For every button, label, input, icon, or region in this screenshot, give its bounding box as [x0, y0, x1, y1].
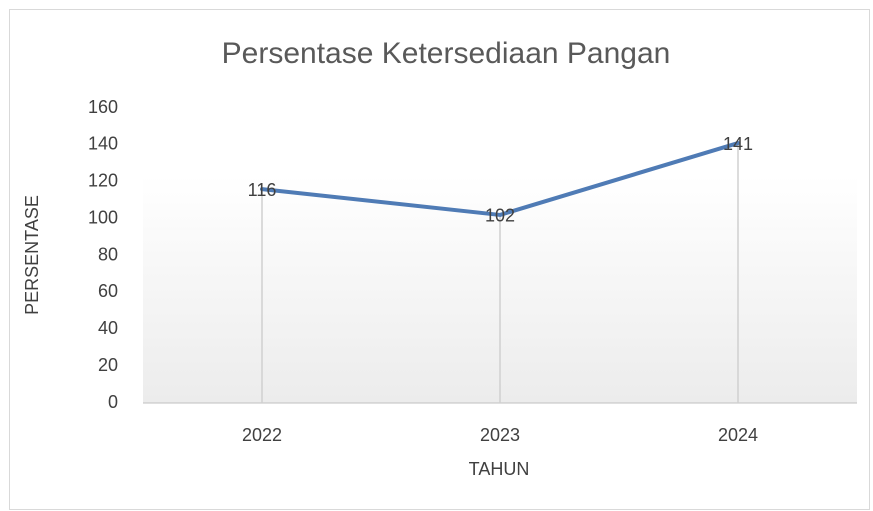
- y-tick-label: 60: [98, 281, 118, 301]
- y-tick-label: 120: [88, 171, 118, 191]
- y-tick-label: 0: [108, 392, 118, 412]
- y-axis-label: PERSENTASE: [22, 195, 42, 315]
- data-label: 116: [248, 180, 277, 200]
- y-tick-label: 100: [88, 207, 118, 227]
- y-tick-label: 140: [88, 134, 118, 154]
- y-tick-label: 40: [98, 318, 118, 338]
- x-tick-label: 2024: [718, 425, 758, 445]
- y-tick-label: 20: [98, 355, 118, 375]
- data-line: [260, 141, 740, 217]
- y-tick-label: 160: [88, 97, 118, 117]
- x-tick-label: 2022: [242, 425, 282, 445]
- chart-title: Persentase Ketersediaan Pangan: [222, 37, 671, 70]
- data-label: 102: [485, 206, 515, 226]
- data-label: 141: [723, 134, 753, 154]
- x-axis-label: TAHUN: [469, 459, 530, 479]
- x-tick-label: 2023: [480, 425, 520, 445]
- y-tick-label: 80: [98, 244, 118, 264]
